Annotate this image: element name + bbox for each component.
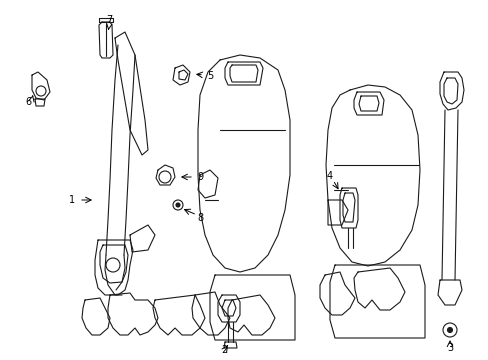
Text: 4: 4	[326, 171, 332, 181]
Text: 3: 3	[446, 343, 452, 353]
Circle shape	[176, 203, 180, 207]
Circle shape	[447, 328, 451, 333]
Text: 1: 1	[69, 195, 75, 205]
Text: 2: 2	[221, 345, 226, 355]
Text: 7: 7	[106, 15, 112, 25]
Text: 9: 9	[197, 172, 203, 182]
Text: 6: 6	[25, 97, 31, 107]
Text: 8: 8	[197, 213, 203, 223]
Text: 5: 5	[206, 71, 213, 81]
